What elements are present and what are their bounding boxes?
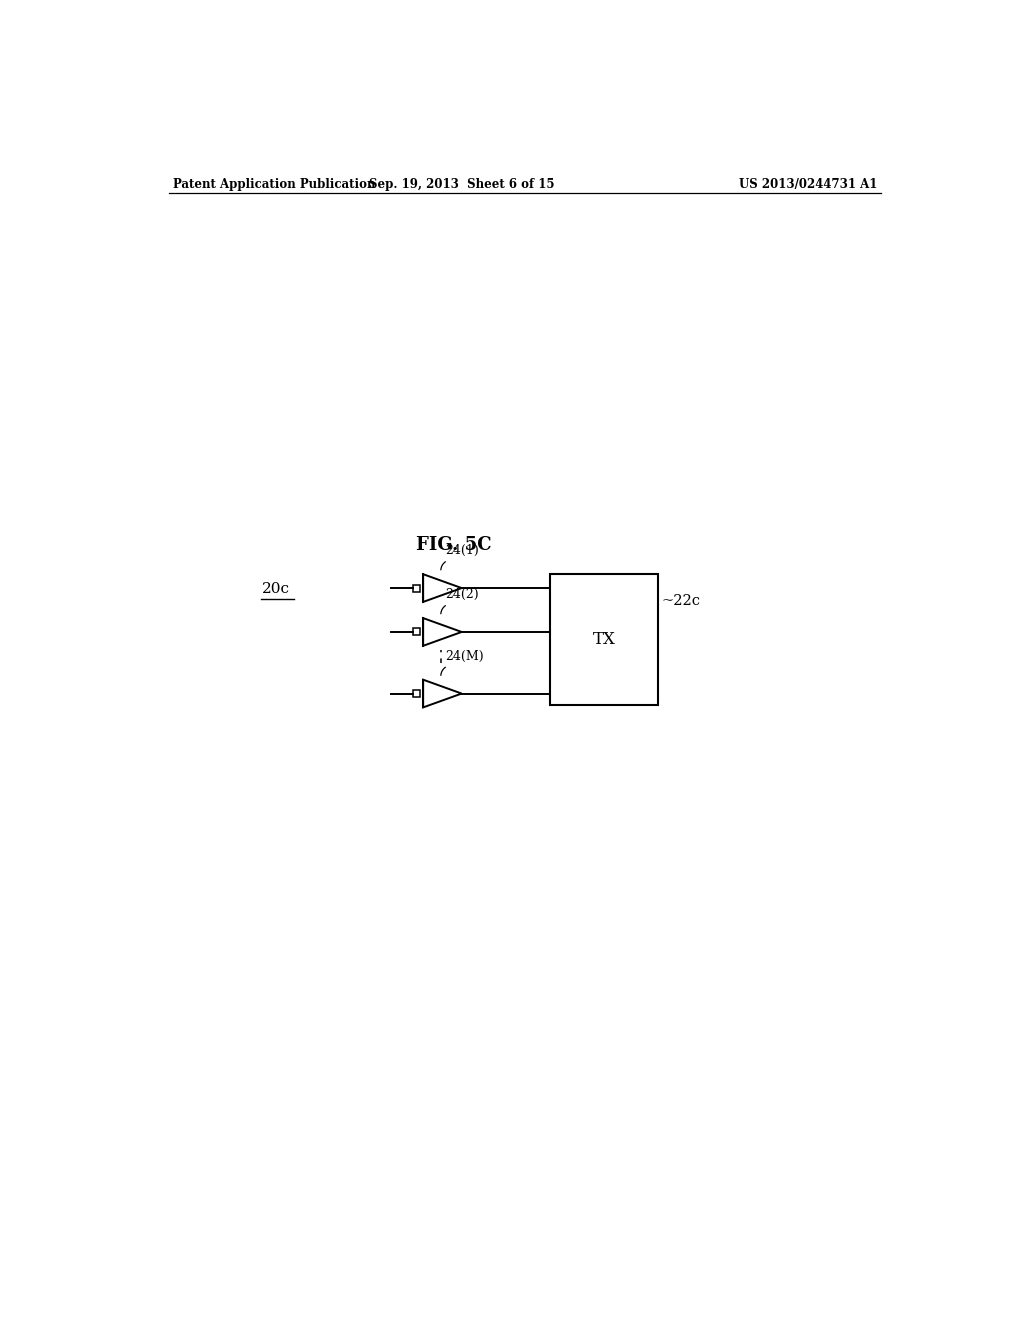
Text: Sep. 19, 2013  Sheet 6 of 15: Sep. 19, 2013 Sheet 6 of 15 <box>369 178 554 190</box>
Text: ~22c: ~22c <box>662 594 700 609</box>
Text: 24(1): 24(1) <box>445 544 479 557</box>
Text: TX: TX <box>593 631 615 648</box>
Text: 24(2): 24(2) <box>445 589 479 601</box>
Bar <box>413 585 420 591</box>
Text: 24(M): 24(M) <box>445 649 484 663</box>
Bar <box>550 574 658 705</box>
Polygon shape <box>423 618 462 645</box>
Polygon shape <box>423 680 462 708</box>
Bar <box>413 628 420 635</box>
Text: 20c: 20c <box>261 582 290 595</box>
Polygon shape <box>423 574 462 602</box>
Text: FIG. 5C: FIG. 5C <box>416 536 492 553</box>
Text: Patent Application Publication: Patent Application Publication <box>173 178 376 190</box>
Text: US 2013/0244731 A1: US 2013/0244731 A1 <box>739 178 878 190</box>
Bar <box>413 690 420 697</box>
